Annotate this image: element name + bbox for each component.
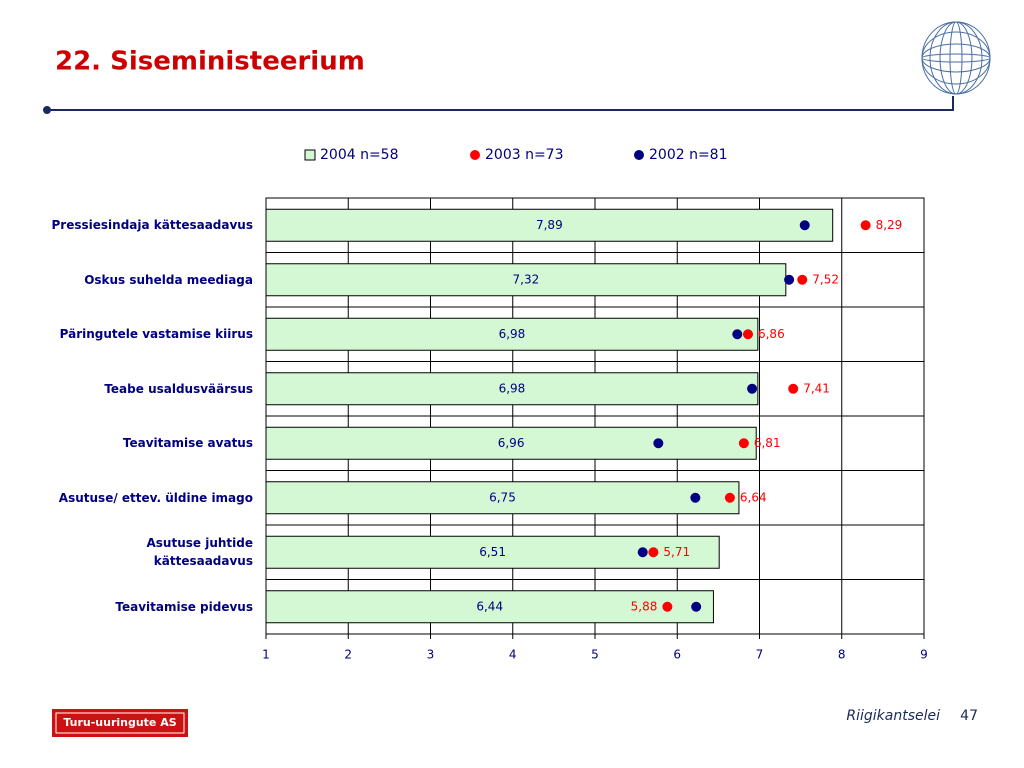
x-tick-label: 9: [920, 648, 928, 662]
dot: [797, 274, 808, 285]
footer-logo-frame: [55, 712, 185, 734]
bar: [265, 317, 759, 351]
category-label: Asutuse/ ettev. üldine imago: [58, 490, 253, 505]
x-tick-label: 8: [838, 648, 846, 662]
rule-dot: [43, 106, 51, 114]
dot-label: 6,81: [754, 436, 781, 450]
category-label: Pressiesindaja kättesaadavus: [51, 218, 254, 233]
x-tick-label: 2: [344, 648, 352, 662]
dot: [732, 329, 743, 340]
legend-swatch: [304, 149, 316, 161]
slide-title: 22. Siseministeerium: [55, 47, 365, 77]
dot: [747, 383, 758, 394]
x-tick-label: 1: [262, 648, 270, 662]
legend-label: 2002 n=81: [649, 147, 728, 163]
dot: [662, 601, 673, 612]
x-tick-label: 7: [756, 648, 764, 662]
legend-label: 2004 n=58: [320, 147, 399, 163]
globe-logo: [921, 21, 991, 95]
bar-label: 7,89: [536, 218, 563, 232]
legend-swatch: [470, 150, 480, 160]
dot: [691, 601, 702, 612]
page-number: 47: [960, 708, 978, 724]
footer-logo-text: Turu-uuringute AS: [63, 716, 176, 729]
category-label: Teavitamise avatus: [122, 436, 253, 451]
category-label: Oskus suhelda meediaga: [84, 272, 253, 287]
dot: [742, 329, 753, 340]
footer-logo: [52, 709, 188, 737]
bar: [265, 481, 740, 515]
bar-label: 7,32: [513, 272, 540, 286]
bar-label: 6,98: [499, 381, 526, 395]
dot: [648, 547, 659, 558]
category-label: Teavitamise pidevus: [115, 599, 253, 614]
dot: [738, 438, 749, 449]
x-tick-label: 3: [427, 648, 435, 662]
bar-label: 6,75: [489, 490, 516, 504]
bar: [265, 372, 759, 406]
category-label: Asutuse juhtide kättesaadavus: [146, 536, 254, 569]
bar: [265, 263, 787, 297]
legend-label: 2003 n=73: [485, 147, 564, 163]
dot: [690, 492, 701, 503]
bar: [265, 208, 834, 242]
dot-label: 7,41: [803, 381, 830, 395]
x-tick-label: 6: [673, 648, 681, 662]
dot-label: 7,52: [812, 272, 839, 286]
dot: [724, 492, 735, 503]
category-label: Teabe usaldusväärsus: [104, 381, 253, 396]
dot-label: 6,64: [740, 490, 767, 504]
dot: [637, 547, 648, 558]
dot: [653, 438, 664, 449]
dot-label: 6,86: [758, 327, 785, 341]
dot-label: 5,71: [663, 545, 690, 559]
dot: [788, 383, 799, 394]
bar: [265, 590, 714, 624]
legend-swatch: [634, 150, 644, 160]
dot-label: 8,29: [876, 218, 903, 232]
category-label: Päringutele vastamise kiirus: [59, 327, 253, 342]
dot-label: 5,88: [631, 599, 658, 613]
dot: [784, 274, 795, 285]
bar-label: 6,96: [498, 436, 525, 450]
x-tick-label: 5: [591, 648, 599, 662]
bar-label: 6,51: [479, 545, 506, 559]
bar-label: 6,44: [476, 599, 503, 613]
dot: [860, 220, 871, 231]
footer-text: Riigikantselei: [846, 708, 940, 724]
bar-label: 6,98: [499, 327, 526, 341]
dot: [799, 220, 810, 231]
x-tick-label: 4: [509, 648, 517, 662]
bar: [265, 426, 757, 460]
